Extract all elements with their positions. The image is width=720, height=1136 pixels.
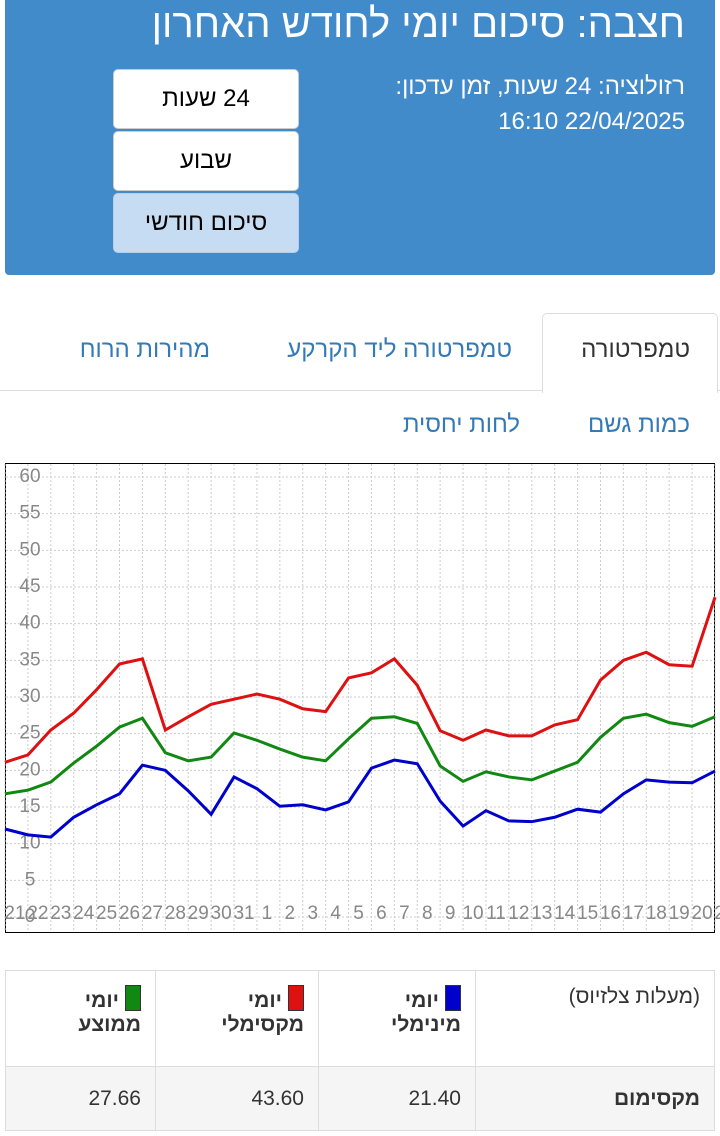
swatch	[125, 985, 141, 1011]
y-tick-label: 25	[19, 723, 40, 744]
tab[interactable]: טמפרטורה	[581, 336, 690, 363]
chart-frame	[5, 463, 715, 933]
tab[interactable]: כמות גשם	[587, 411, 690, 438]
button[interactable]: סיכום חודשי	[113, 193, 299, 253]
y-tick-label: 20	[19, 759, 40, 780]
y-tick-label: 10	[19, 833, 40, 854]
series-line	[4, 712, 716, 796]
tab-line	[0, 390, 720, 391]
x-tick-label: 10	[462, 903, 483, 924]
table-header: (מעלות צלזיוס)	[475, 970, 715, 1067]
active-tab[interactable]	[542, 313, 718, 393]
x-tick-label: 23	[50, 903, 71, 924]
x-tick-label: 13	[531, 903, 552, 924]
x-tick-label: 9	[445, 903, 456, 924]
series-name: יומי מינימלי	[391, 989, 461, 1036]
swatch	[288, 985, 304, 1011]
tab[interactable]: לחות יחסית	[402, 411, 520, 438]
x-tick-label: 12	[508, 903, 529, 924]
resolution: רזולוציה: 24 שעות, זמן עדכון:	[395, 73, 685, 100]
series-name: יומי ממוצע	[78, 989, 141, 1036]
button[interactable]: שבוע	[113, 131, 299, 191]
series-name: יומי מקסימלי	[221, 989, 304, 1036]
y-tick-label: 45	[19, 576, 40, 597]
x-tick-label: 31	[233, 903, 254, 924]
x-tick-label: 19	[669, 903, 690, 924]
y-tick-label: 50	[19, 539, 40, 560]
x-tick-label: 30	[211, 903, 232, 924]
y-tick-label: 35	[19, 649, 40, 670]
x-tick-label: 21	[714, 903, 720, 924]
x-tick-label: 14	[554, 903, 576, 924]
x-tick-label: 8	[422, 903, 433, 924]
series-line	[4, 596, 717, 764]
x-tick-label: 18	[646, 903, 667, 924]
x-tick-label: 5	[353, 903, 364, 924]
x-tick-label: 29	[188, 903, 209, 924]
x-tick-label: 24	[73, 903, 95, 924]
x-tick-label: 20	[692, 903, 713, 924]
x-tick-label: 28	[165, 903, 186, 924]
x-tick-label: 21	[4, 903, 25, 924]
cell: 21.40	[318, 1066, 476, 1131]
legend-max: יומי מקסימלי	[155, 970, 319, 1067]
y-tick-label: 55	[19, 503, 40, 524]
x-tick-label: 26	[119, 903, 140, 924]
header-panel: חצבה: סיכום יומי לחודש האחרון רזולוציה: …	[5, 0, 715, 275]
update-time: 22/04/2025 16:10	[498, 108, 685, 135]
button[interactable]: 24 שעות	[113, 69, 299, 129]
page-title: חצבה: סיכום יומי לחודש האחרון	[151, 2, 685, 46]
y-tick-label: 5	[25, 869, 36, 890]
y-tick-label: 15	[19, 796, 40, 817]
row-label: מקסימום	[475, 1066, 715, 1131]
legend-avg: יומי ממוצע	[5, 970, 156, 1067]
y-tick-label: 30	[19, 686, 40, 707]
x-tick-label: 6	[376, 903, 387, 924]
x-tick-label: 3	[307, 903, 318, 924]
y-tick-label: 40	[19, 613, 40, 634]
x-tick-label: 25	[96, 903, 117, 924]
x-tick-label: 22	[27, 903, 48, 924]
series-line	[4, 758, 716, 839]
y-tick-label: 60	[19, 466, 40, 487]
tab[interactable]: טמפרטורה ליד הקרקע	[287, 336, 512, 363]
cell: 27.66	[5, 1066, 156, 1131]
swatch	[445, 985, 461, 1011]
stats-table: (מעלות צלזיוס) יומי מינימלי יומי מקסימלי…	[5, 970, 715, 1131]
y-tick-label: 0	[25, 906, 36, 927]
tab[interactable]: מהירות הרוח	[79, 336, 210, 363]
x-tick-label: 15	[577, 903, 598, 924]
x-tick-label: 1	[262, 903, 273, 924]
x-tick-label: 7	[399, 903, 410, 924]
x-tick-label: 27	[142, 903, 163, 924]
x-tick-label: 2	[285, 903, 296, 924]
cell: 43.60	[155, 1066, 319, 1131]
x-tick-label: 11	[486, 903, 506, 924]
x-tick-label: 17	[623, 903, 644, 924]
x-tick-label: 4	[330, 903, 341, 924]
x-tick-label: 16	[600, 903, 621, 924]
legend-min: יומי מינימלי	[318, 970, 476, 1067]
